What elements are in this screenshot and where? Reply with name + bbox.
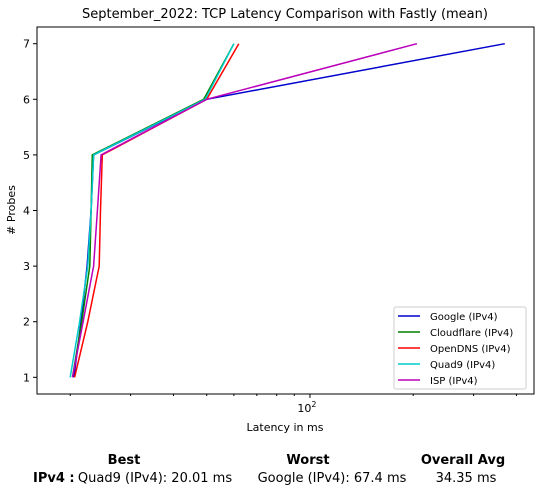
legend-box (393, 306, 527, 390)
y-tick-label: 3 (23, 260, 30, 273)
latency-chart: September_2022: TCP Latency Comparison w… (5, 7, 535, 434)
best-header: Best (107, 453, 141, 468)
legend-label: Cloudflare (IPv4) (430, 328, 513, 339)
ipv4-row-label: IPv4 : (33, 471, 75, 486)
legend-label: Google (IPv4) (430, 312, 498, 323)
worst-header: Worst (286, 453, 330, 468)
y-tick-label: 4 (23, 205, 30, 218)
chart-title: September_2022: TCP Latency Comparison w… (82, 7, 488, 22)
legend: Google (IPv4) Cloudflare (IPv4) OpenDNS (I… (393, 306, 527, 390)
y-axis-ticks: 1 2 3 4 5 6 7 (23, 38, 37, 384)
y-tick-label: 7 (23, 38, 30, 51)
x-tick-label: 102 (297, 400, 316, 415)
y-tick-label: 1 (23, 371, 30, 384)
legend-label: Quad9 (IPv4) (430, 360, 495, 371)
y-tick-label: 2 (23, 316, 30, 329)
legend-label: OpenDNS (IPv4) (430, 344, 511, 355)
series-lines (69, 42, 505, 378)
worst-value: Google (IPv4): 67.4 ms (257, 471, 407, 486)
y-tick-label: 5 (23, 149, 30, 162)
legend-label: ISP (IPv4) (430, 376, 478, 387)
series-line-4 (71, 42, 418, 378)
series-line-2 (73, 43, 240, 378)
y-axis-label: # Probes (5, 185, 18, 235)
overall-avg-header: Overall Avg (420, 453, 506, 468)
y-tick-label: 6 (23, 93, 30, 106)
best-value: Quad9 (IPv4): 20.01 ms (77, 471, 233, 486)
summary-table: Best Worst Overall Avg IPv4 : Quad9 (IPv… (0, 450, 541, 496)
x-axis-label: Latency in ms (247, 421, 324, 434)
x-axis-ticks: 102 (69, 394, 517, 415)
overall-avg-value: 34.35 ms (435, 471, 497, 486)
